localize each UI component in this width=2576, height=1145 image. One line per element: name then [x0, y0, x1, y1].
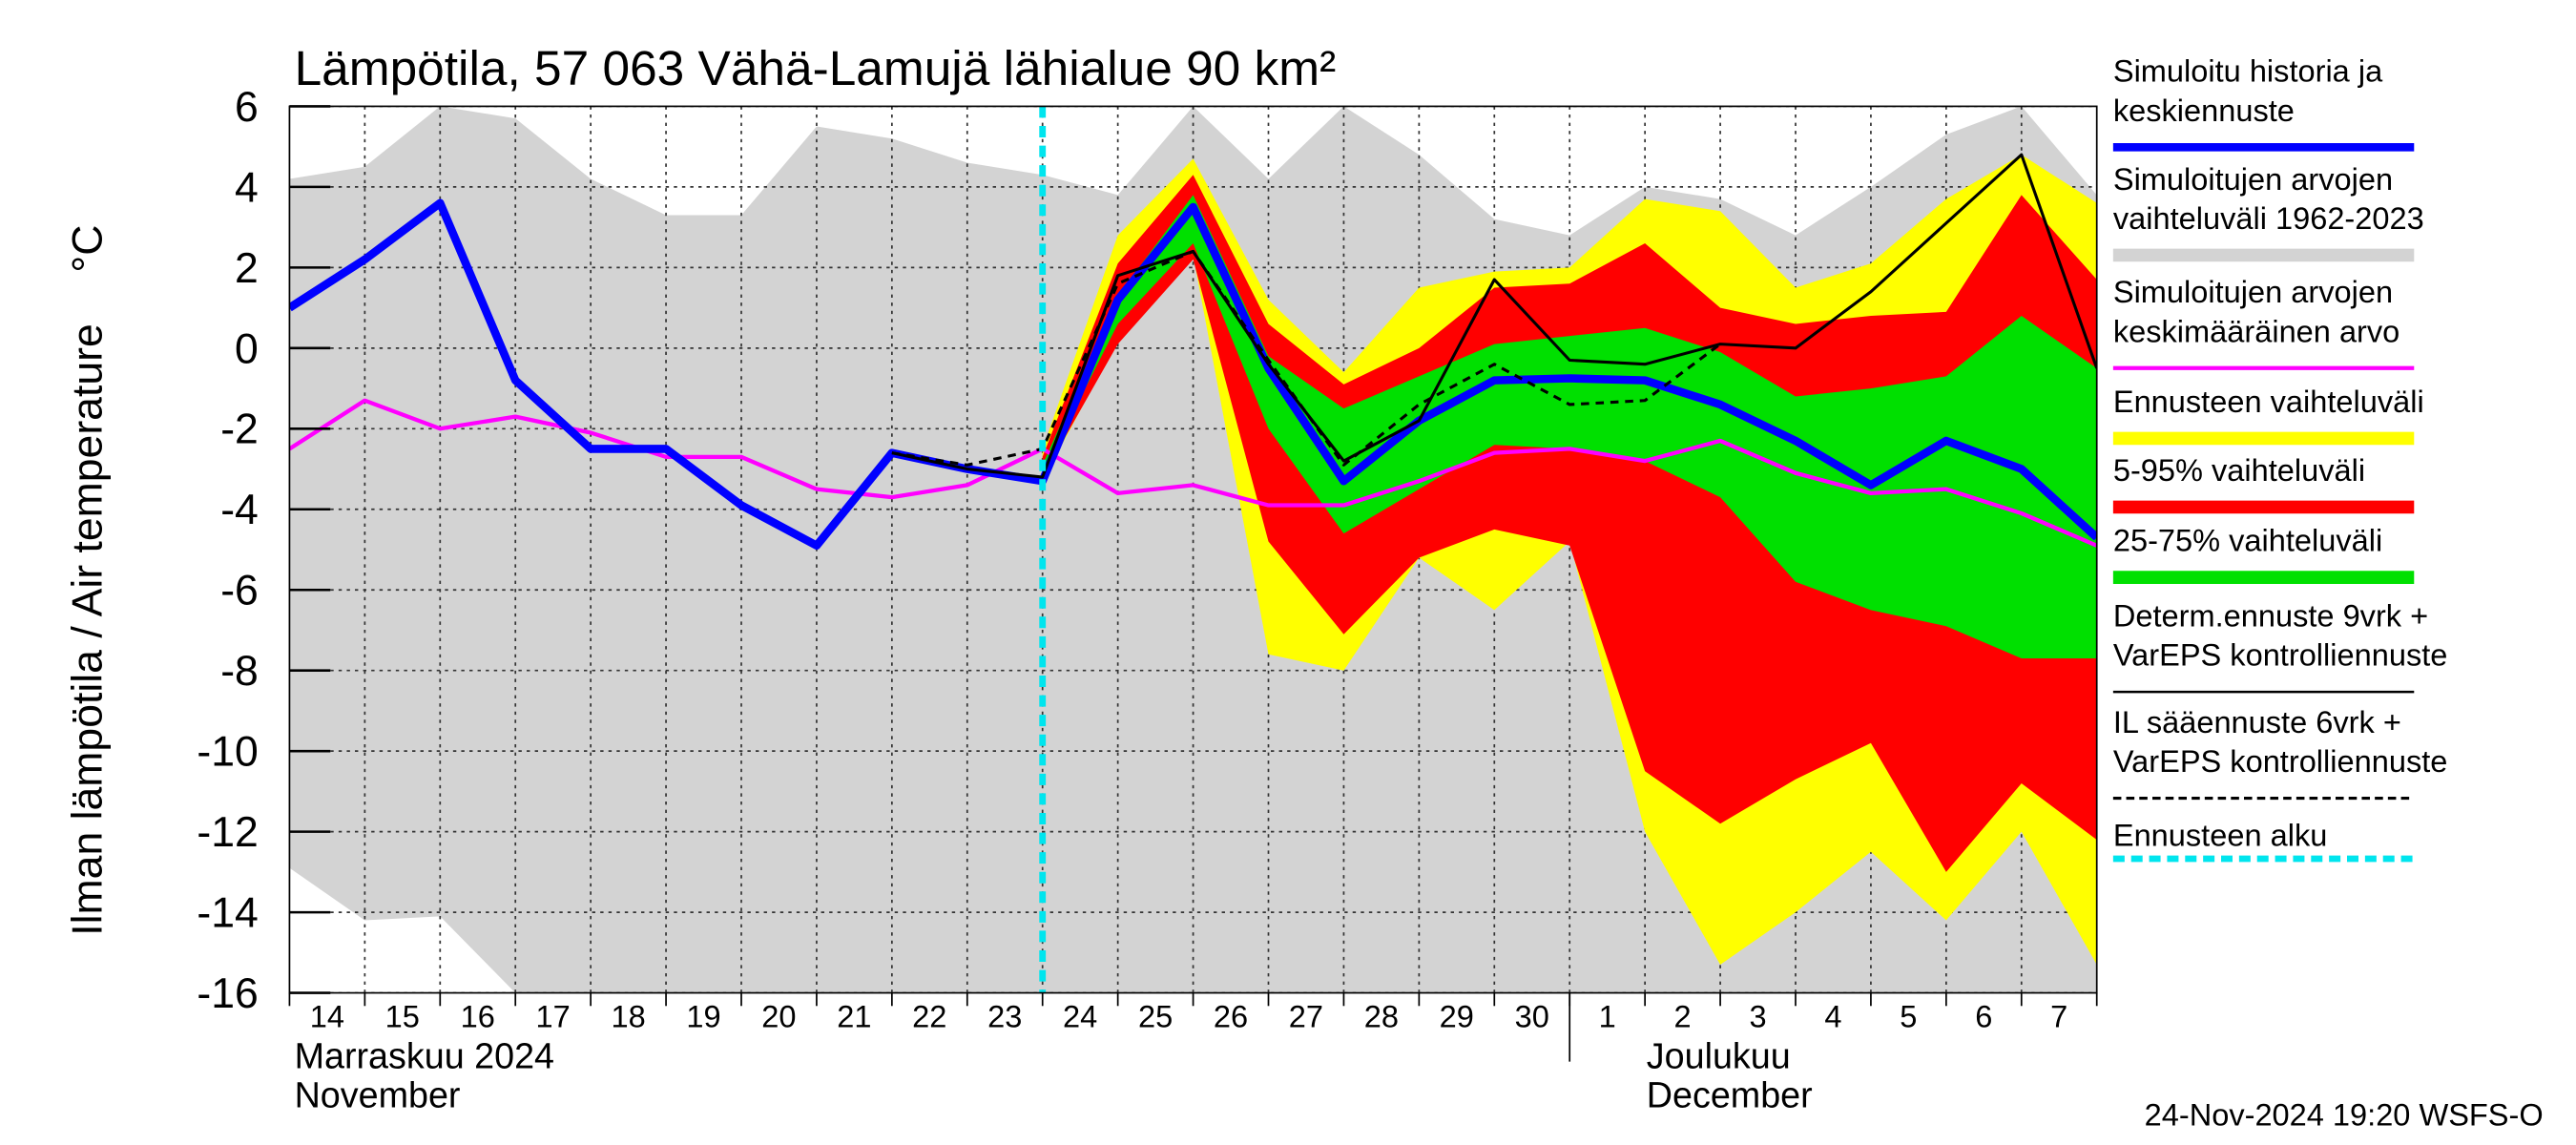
- legend-label: keskiennuste: [2113, 94, 2295, 128]
- x-tick-label: 16: [461, 1000, 495, 1034]
- legend-label: vaihteluväli 1962-2023: [2113, 201, 2424, 236]
- x-tick-label: 18: [611, 1000, 645, 1034]
- legend-label: Simuloitu historia ja: [2113, 54, 2383, 89]
- x-tick-label: 6: [1975, 1000, 1992, 1034]
- y-tick-label: 4: [235, 164, 259, 211]
- legend-label: VarEPS kontrolliennuste: [2113, 744, 2448, 779]
- x-tick-label: 23: [987, 1000, 1022, 1034]
- x-tick-label: 28: [1364, 1000, 1399, 1034]
- x-tick-label: 30: [1515, 1000, 1549, 1034]
- x-tick-label: 7: [2050, 1000, 2067, 1034]
- legend-label: Ennusteen alku: [2113, 818, 2328, 852]
- month-label: December: [1647, 1075, 1813, 1115]
- y-axis-unit: °C: [64, 225, 111, 273]
- y-tick-label: -6: [220, 568, 259, 614]
- x-tick-label: 2: [1674, 1000, 1692, 1034]
- x-tick-label: 17: [536, 1000, 571, 1034]
- y-tick-label: 0: [235, 325, 259, 372]
- x-tick-label: 22: [912, 1000, 946, 1034]
- y-tick-label: -4: [220, 487, 259, 533]
- y-tick-label: -16: [197, 970, 258, 1017]
- y-tick-label: 2: [235, 245, 259, 292]
- x-tick-label: 25: [1138, 1000, 1173, 1034]
- month-label: Marraskuu 2024: [295, 1035, 554, 1075]
- legend-label: Simuloitujen arvojen: [2113, 275, 2393, 309]
- series-line: [891, 153, 2097, 479]
- x-tick-label: 3: [1749, 1000, 1766, 1034]
- legend-label: VarEPS kontrolliennuste: [2113, 638, 2448, 673]
- y-tick-label: -12: [197, 809, 258, 856]
- x-tick-label: 19: [686, 1000, 720, 1034]
- x-tick-label: 4: [1824, 1000, 1841, 1034]
- legend-label: keskimääräinen arvo: [2113, 314, 2399, 348]
- month-label: Joulukuu: [1647, 1035, 1791, 1075]
- range-band: [1042, 175, 2097, 872]
- series-line: [891, 249, 1721, 467]
- x-tick-label: 24: [1063, 1000, 1097, 1034]
- footer: 24-Nov-2024 19:20 WSFS-O: [2145, 1097, 2544, 1132]
- x-tick-label: 26: [1214, 1000, 1248, 1034]
- x-tick-label: 5: [1900, 1000, 1917, 1034]
- y-tick-label: -14: [197, 890, 258, 937]
- x-tick-label: 1: [1599, 1000, 1616, 1034]
- x-tick-label: 29: [1440, 1000, 1474, 1034]
- y-tick-label: -2: [220, 406, 259, 453]
- y-tick-label: 6: [235, 84, 259, 131]
- x-tick-label: 27: [1289, 1000, 1323, 1034]
- month-label: November: [295, 1075, 461, 1115]
- x-tick-label: 20: [761, 1000, 796, 1034]
- y-axis-label: Ilman lämpötila / Air temperature: [64, 323, 111, 935]
- x-tick-label: 21: [837, 1000, 871, 1034]
- y-tick-label: -8: [220, 648, 259, 695]
- legend-label: 5-95% vaihteluväli: [2113, 453, 2365, 488]
- legend-label: IL sääennuste 6vrk +: [2113, 705, 2401, 739]
- y-tick-label: -10: [197, 729, 258, 776]
- plot-area: [289, 106, 2097, 993]
- x-tick-label: 15: [385, 1000, 420, 1034]
- range-band: [1042, 195, 2097, 659]
- chart-title: Lämpötila, 57 063 Vähä-Lamujä lähialue 9…: [295, 40, 1337, 95]
- series-line: [289, 198, 2097, 551]
- x-tick-label: 14: [310, 1000, 344, 1034]
- legend-label: Simuloitujen arvojen: [2113, 162, 2393, 197]
- series-line: [289, 398, 2097, 548]
- legend-label: 25-75% vaihteluväli: [2113, 524, 2382, 558]
- legend-label: Ennusteen vaihteluväli: [2113, 385, 2424, 419]
- legend-label: Determ.ennuste 9vrk +: [2113, 599, 2428, 634]
